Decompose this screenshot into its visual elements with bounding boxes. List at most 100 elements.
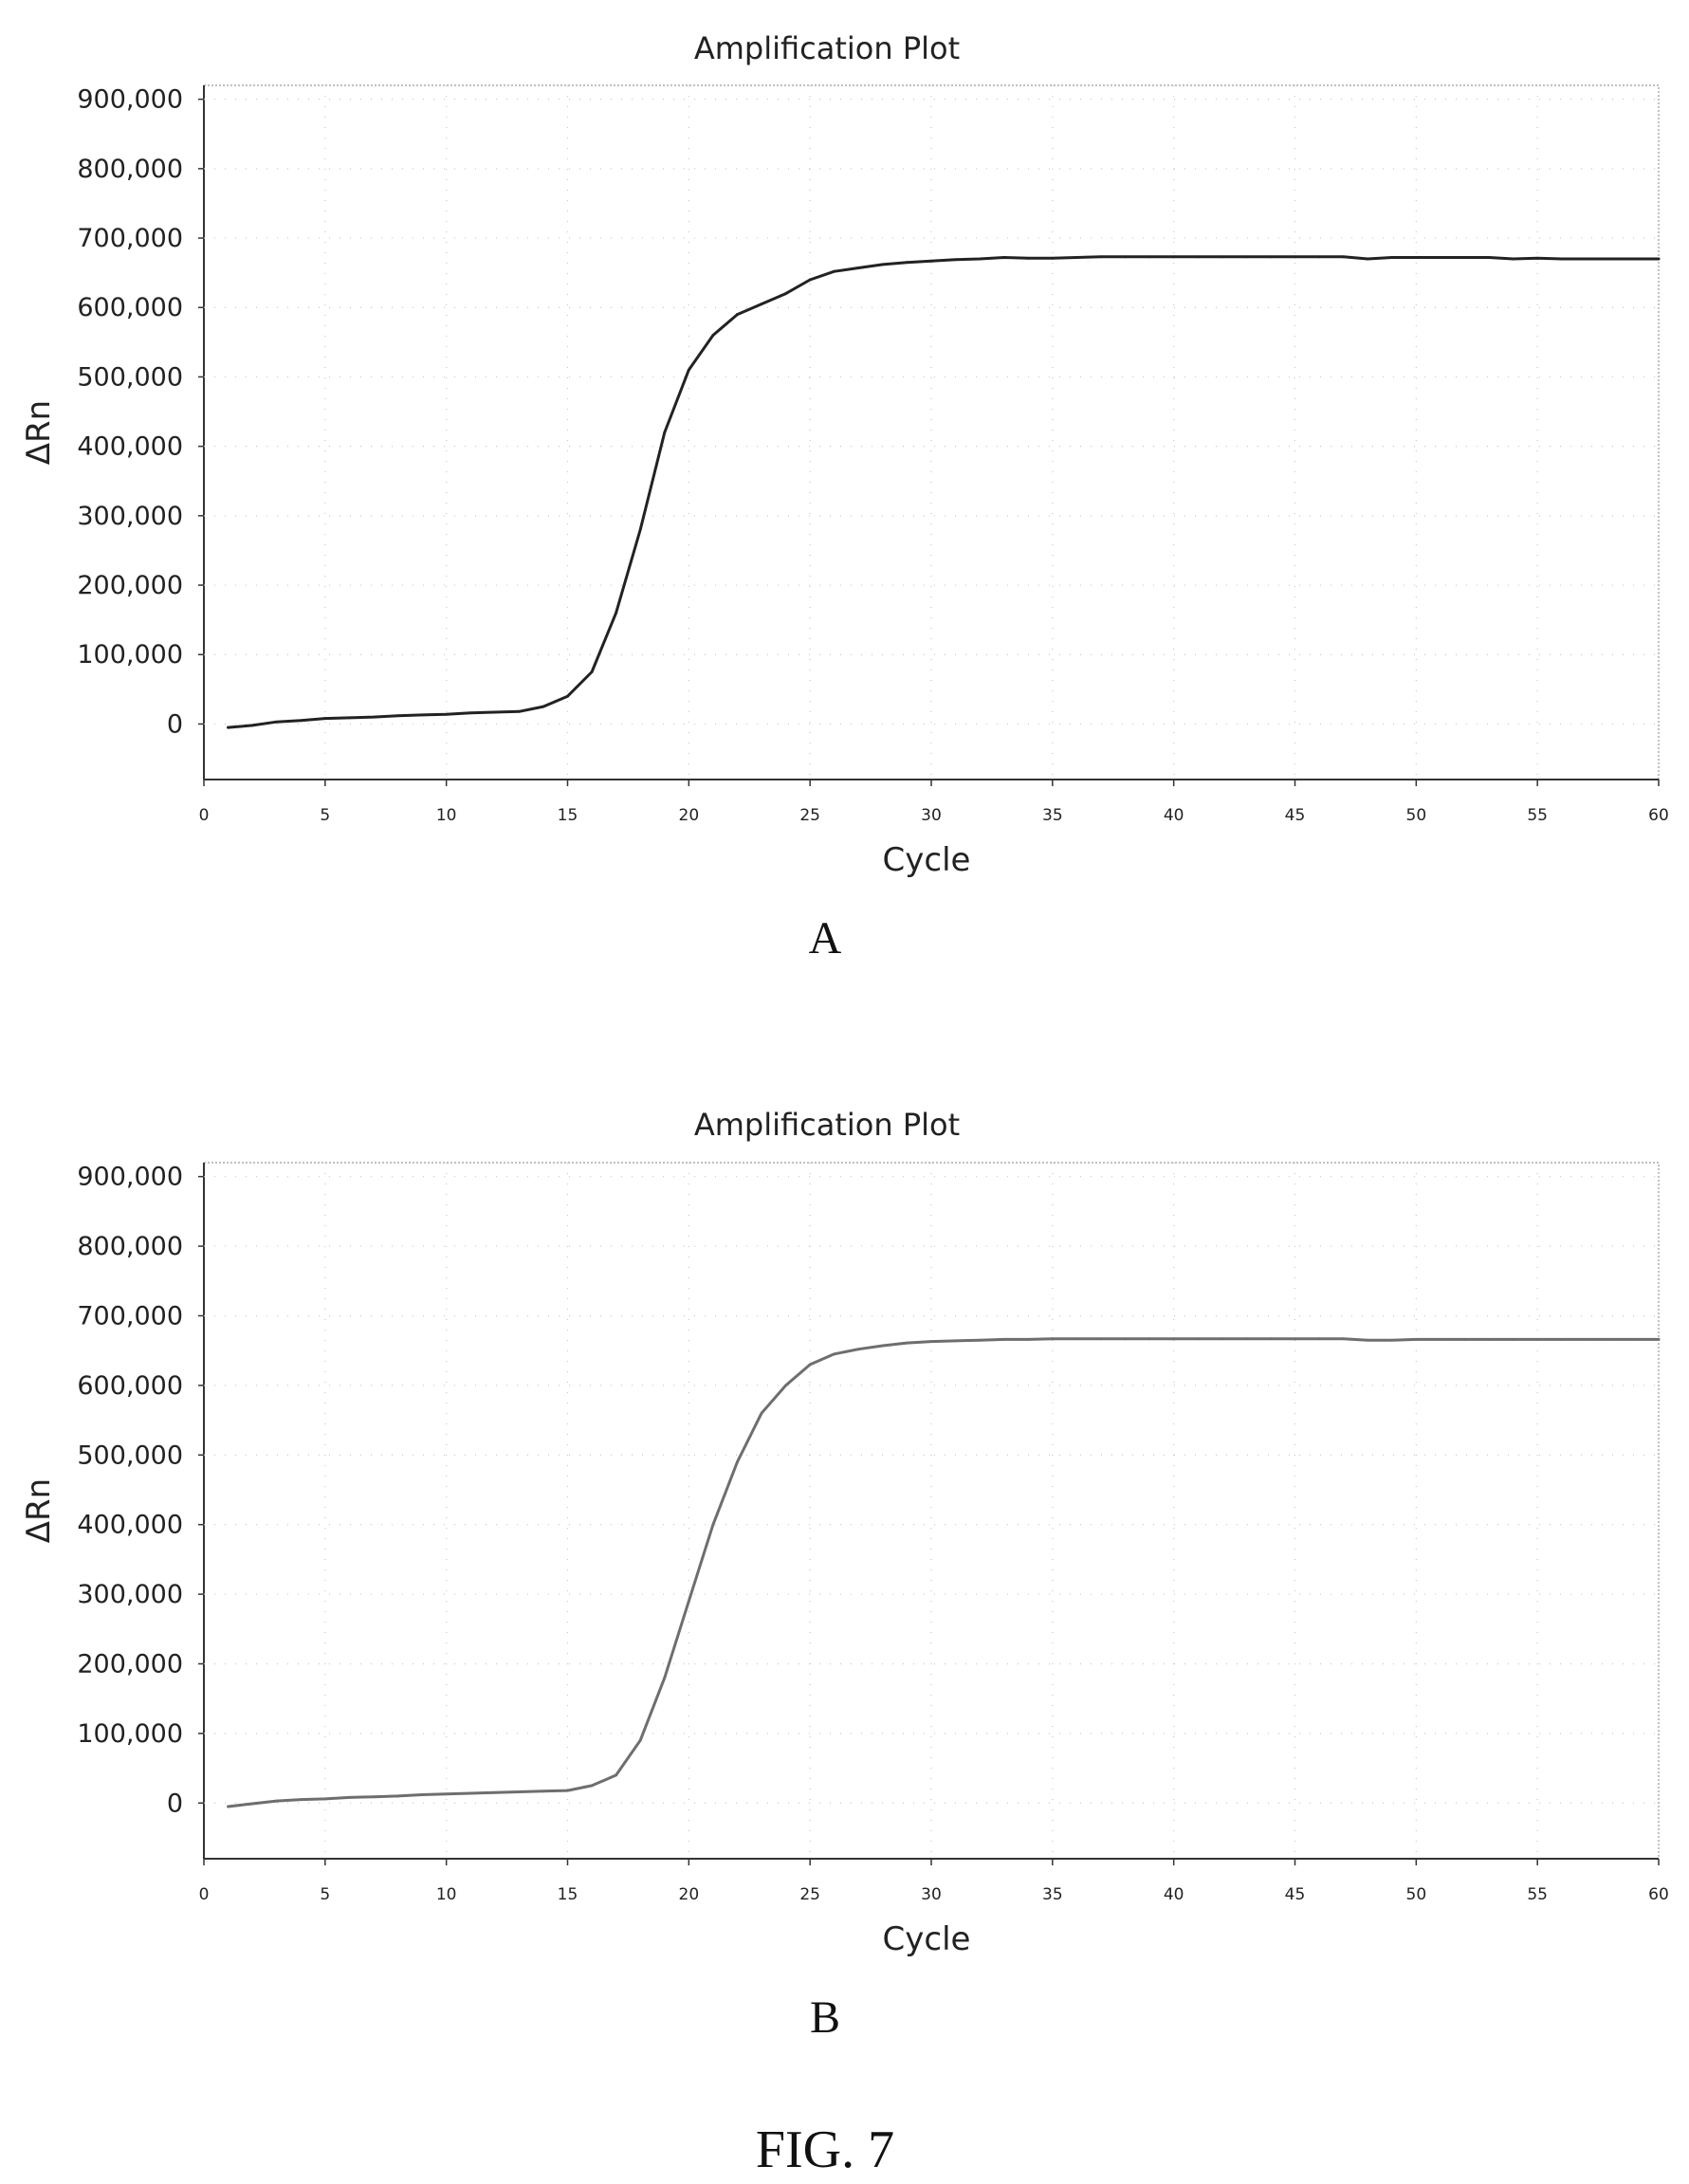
y-tick-label: 0 bbox=[167, 709, 183, 739]
data-point bbox=[736, 313, 739, 316]
data-point bbox=[1221, 255, 1224, 259]
data-point bbox=[1051, 1337, 1055, 1341]
data-point bbox=[493, 710, 497, 714]
data-point bbox=[445, 712, 449, 716]
data-point bbox=[1439, 1338, 1442, 1341]
data-point bbox=[1026, 1338, 1030, 1341]
data-point bbox=[1172, 1337, 1176, 1341]
data-point bbox=[1512, 1338, 1515, 1341]
data-point bbox=[784, 1384, 787, 1387]
data-point bbox=[1269, 1337, 1273, 1341]
data-point bbox=[760, 303, 763, 305]
data-point bbox=[468, 1791, 472, 1795]
data-point bbox=[615, 1773, 618, 1777]
data-point bbox=[1657, 257, 1661, 261]
data-point bbox=[542, 1789, 545, 1793]
data-point bbox=[638, 1738, 642, 1742]
data-point bbox=[323, 1797, 327, 1801]
data-point bbox=[227, 1805, 229, 1808]
series-line bbox=[227, 255, 1661, 729]
data-point bbox=[1657, 1338, 1661, 1341]
x-tick-label: 45 bbox=[1285, 1885, 1306, 1904]
data-point bbox=[1244, 1337, 1248, 1341]
data-point bbox=[1002, 256, 1006, 259]
y-tick-label: 700,000 bbox=[77, 1301, 183, 1331]
data-point bbox=[1294, 255, 1296, 259]
x-tick-label: 5 bbox=[320, 806, 330, 825]
x-tick-label: 55 bbox=[1527, 806, 1548, 825]
data-point bbox=[856, 266, 860, 269]
x-axis-label: Cycle bbox=[883, 841, 971, 879]
data-point bbox=[1487, 1338, 1491, 1341]
data-point bbox=[1366, 257, 1369, 261]
chart-title: Amplification Plot bbox=[694, 1107, 960, 1143]
data-point bbox=[711, 1523, 715, 1527]
data-point bbox=[1608, 257, 1612, 261]
data-point bbox=[1414, 256, 1418, 259]
data-point bbox=[1463, 1338, 1466, 1341]
data-point bbox=[906, 261, 909, 265]
x-tick-label: 20 bbox=[679, 1885, 700, 1904]
data-point bbox=[1317, 1337, 1321, 1341]
chart-panel-a: 0 100,000 200,000 300,000 400,000 500,000 600,… bbox=[20, 30, 1669, 964]
x-tick-label: 35 bbox=[1042, 806, 1063, 825]
data-point bbox=[1124, 255, 1127, 259]
data-point bbox=[1124, 1337, 1127, 1341]
x-tick-label: 0 bbox=[199, 1885, 210, 1904]
x-tick-label: 10 bbox=[436, 806, 457, 825]
x-tick-label: 35 bbox=[1042, 1885, 1063, 1904]
x-tick-label: 20 bbox=[679, 806, 700, 825]
chart-panel-b: 0 100,000 200,000 300,000 400,000 500,000 600,… bbox=[20, 1107, 1669, 2043]
x-tick-label: 15 bbox=[558, 806, 578, 825]
x-tick-label: 55 bbox=[1527, 1885, 1548, 1904]
y-tick-label: 900,000 bbox=[77, 1163, 183, 1192]
plot-area bbox=[203, 84, 1660, 780]
y-tick-label: 600,000 bbox=[77, 1371, 183, 1401]
data-point bbox=[396, 714, 399, 718]
y-tick-label: 700,000 bbox=[77, 224, 183, 253]
y-tick-label: 100,000 bbox=[77, 1719, 183, 1749]
data-point bbox=[1463, 256, 1466, 259]
y-axis-label: ΔRn bbox=[20, 1478, 58, 1543]
data-point bbox=[663, 431, 667, 434]
panel-label: B bbox=[810, 1992, 840, 2043]
data-point bbox=[517, 1790, 521, 1793]
x-tick-label: 10 bbox=[436, 1885, 457, 1904]
data-point bbox=[1317, 255, 1321, 259]
data-point bbox=[1099, 255, 1103, 259]
x-tick-label: 25 bbox=[799, 806, 820, 825]
y-tick-label: 100,000 bbox=[77, 640, 183, 670]
data-point bbox=[1051, 256, 1055, 260]
data-point bbox=[1584, 1338, 1588, 1341]
data-point bbox=[299, 719, 303, 723]
data-point bbox=[1147, 1337, 1151, 1341]
data-point bbox=[808, 1363, 812, 1367]
figure-caption: FIG. 7 bbox=[756, 2120, 894, 2179]
y-tick-label: 0 bbox=[167, 1789, 183, 1818]
x-tick-label: 60 bbox=[1648, 806, 1669, 825]
y-tick-label: 500,000 bbox=[77, 362, 183, 392]
data-point bbox=[1269, 255, 1273, 259]
y-tick-label: 900,000 bbox=[77, 85, 183, 115]
data-point bbox=[1390, 1338, 1394, 1342]
x-tick-label: 5 bbox=[320, 1885, 330, 1904]
data-point bbox=[372, 1795, 376, 1799]
data-point bbox=[420, 713, 424, 717]
data-point bbox=[1244, 255, 1248, 259]
data-point bbox=[856, 1348, 860, 1351]
data-point bbox=[323, 717, 327, 720]
data-point bbox=[299, 1798, 303, 1802]
y-tick-label: 600,000 bbox=[77, 293, 183, 322]
data-point bbox=[833, 1352, 836, 1356]
data-point bbox=[736, 1460, 739, 1464]
series-line bbox=[227, 1337, 1661, 1808]
data-point bbox=[250, 1802, 254, 1806]
data-point bbox=[372, 715, 376, 719]
data-point bbox=[1075, 256, 1078, 259]
x-tick-label: 30 bbox=[921, 806, 942, 825]
data-point bbox=[396, 1794, 399, 1798]
data-point bbox=[1172, 255, 1176, 259]
y-axis-label: ΔRn bbox=[20, 400, 58, 465]
x-tick-label: 45 bbox=[1285, 806, 1306, 825]
